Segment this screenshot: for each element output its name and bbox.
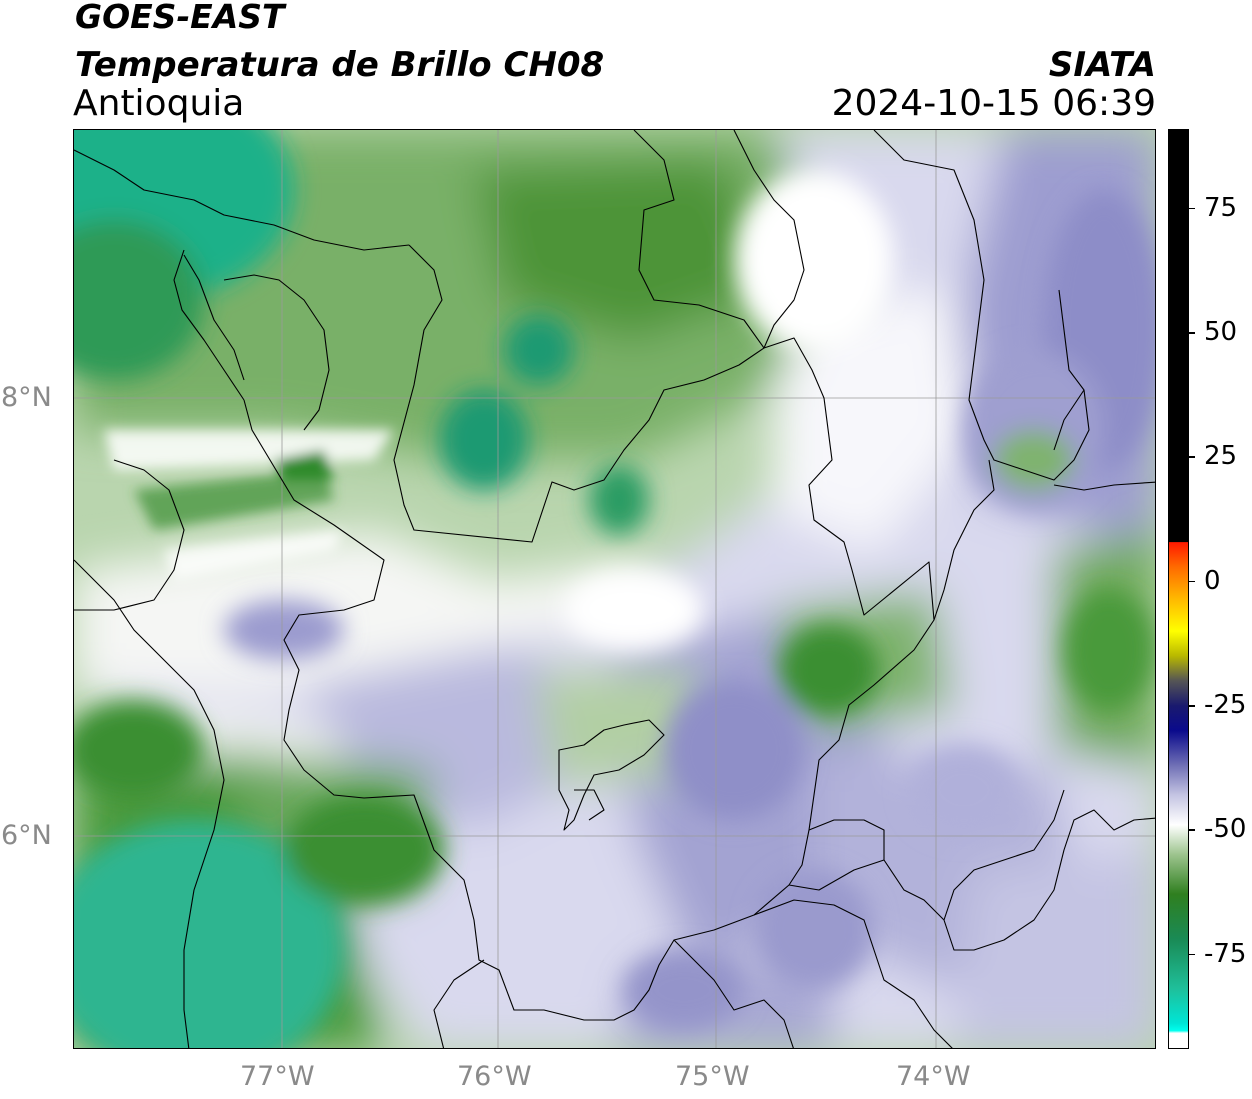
colorbar-tick-mark bbox=[1189, 705, 1195, 707]
product-title: Temperatura de Brillo CH08 bbox=[75, 45, 605, 85]
political-boundaries bbox=[74, 130, 1155, 1048]
colorbar-tick-label: -50 bbox=[1204, 814, 1247, 845]
cloud-field-streaks bbox=[104, 430, 394, 580]
colorbar-tick-label: 50 bbox=[1204, 316, 1238, 347]
cloud-field-detail bbox=[74, 130, 1155, 1048]
colorbar-tick-label: 75 bbox=[1204, 192, 1238, 223]
colorbar-tick-mark bbox=[1189, 207, 1195, 210]
map-canvas bbox=[74, 130, 1155, 1048]
lon-label-75w: 75°W bbox=[675, 1061, 750, 1092]
lat-label-8n: 8°N bbox=[1, 382, 52, 413]
colorbar-tick-label: -75 bbox=[1204, 938, 1247, 969]
datetime-label: 2024-10-15 06:39 bbox=[831, 83, 1156, 124]
colorbar-tick-label: 25 bbox=[1204, 441, 1238, 472]
lon-label-76w: 76°W bbox=[457, 1061, 532, 1092]
lon-label-74w: 74°W bbox=[896, 1061, 971, 1092]
colorbar-tick-mark bbox=[1189, 332, 1195, 334]
colorbar-tick-mark bbox=[1189, 456, 1195, 458]
graticule bbox=[74, 130, 1155, 1048]
colorbar-tick-label: 0 bbox=[1204, 565, 1221, 596]
colorbar-tick-label: -25 bbox=[1204, 689, 1247, 720]
colorbar-tick-mark bbox=[1189, 953, 1195, 956]
colorbar-tick-mark bbox=[1189, 829, 1195, 831]
brightness-temperature-map[interactable] bbox=[73, 129, 1156, 1049]
temperature-colorbar bbox=[1168, 129, 1189, 1049]
lat-label-6n: 6°N bbox=[1, 820, 52, 851]
region-label: Antioquia bbox=[73, 83, 245, 124]
organization-label: SIATA bbox=[1048, 45, 1156, 85]
lon-label-77w: 77°W bbox=[240, 1061, 315, 1092]
colorbar-tick-mark bbox=[1189, 580, 1195, 583]
satellite-title: GOES-EAST bbox=[75, 0, 285, 36]
